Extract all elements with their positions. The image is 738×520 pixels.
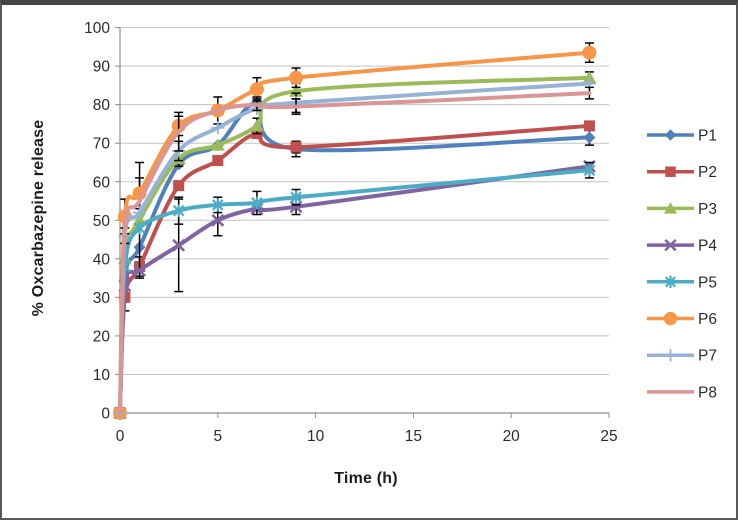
legend-item-P7: P7	[647, 348, 717, 365]
series-P4	[113, 159, 596, 420]
y-axis-title: % Oxcarbazepine release	[30, 119, 47, 317]
legend-label: P4	[698, 238, 717, 255]
y-tick-label: 90	[93, 59, 111, 76]
y-tick-label: 100	[84, 20, 110, 37]
chart-canvas: 0 10 20 30 40 50 60 70 80 90 100 0 5 10 15 20 25 P1 P2 P3 P4…	[84, 20, 717, 445]
y-tick-label: 10	[93, 367, 111, 384]
legend-item-P6: P6	[647, 311, 717, 328]
series-markers-P6	[113, 45, 597, 420]
legend-label: P8	[698, 384, 717, 401]
legend-label: P2	[698, 164, 717, 181]
x-axis-title: Time (h)	[334, 470, 398, 487]
x-tick-label: 25	[600, 428, 617, 445]
series-line-P4	[118, 164, 592, 415]
series-line-P5	[118, 168, 592, 415]
series-line-P8	[118, 91, 592, 415]
series-line-P2	[118, 123, 592, 415]
y-tick-label: 70	[93, 136, 111, 153]
legend-item-P5: P5	[647, 274, 717, 291]
legend: P1 P2 P3 P4 P5 P6 P7 P8	[647, 128, 717, 401]
legend-item-P3: P3	[647, 201, 717, 218]
series-line-P6	[118, 50, 592, 415]
y-tick-label: 60	[93, 174, 111, 191]
series-line-P3	[118, 75, 592, 415]
series-P7	[113, 76, 596, 420]
x-tick-label: 0	[116, 428, 125, 445]
series-markers-P5	[114, 163, 596, 420]
x-tick-label: 5	[213, 428, 222, 445]
y-tick-label: 0	[101, 406, 110, 423]
series-markers-P2	[114, 120, 595, 419]
x-tick-label: 10	[307, 428, 325, 445]
legend-item-P1: P1	[647, 128, 717, 145]
gridlines	[118, 27, 609, 375]
legend-label: P3	[698, 201, 717, 218]
legend-item-P8: P8	[647, 384, 717, 401]
legend-item-P2: P2	[647, 164, 717, 181]
series-P2	[114, 120, 595, 419]
x-tick-label: 15	[405, 428, 422, 445]
x-tick-label: 20	[503, 428, 521, 445]
series-P8	[118, 86, 594, 415]
legend-label: P1	[698, 128, 717, 145]
y-tick-label: 80	[93, 97, 111, 114]
series-P5	[114, 161, 596, 420]
legend-item-P4: P4	[647, 238, 717, 255]
legend-label: P6	[698, 311, 717, 328]
y-tick-label: 30	[93, 290, 111, 307]
y-tick-label: 20	[93, 328, 111, 345]
legend-label: P5	[698, 274, 717, 291]
series-markers-P7	[113, 76, 596, 420]
y-tick-label: 40	[93, 251, 111, 268]
y-tick-label: 50	[93, 213, 111, 230]
axes: 0 10 20 30 40 50 60 70 80 90 100 0 5 10 15 20 25	[84, 20, 618, 445]
legend-label: P7	[698, 348, 717, 365]
